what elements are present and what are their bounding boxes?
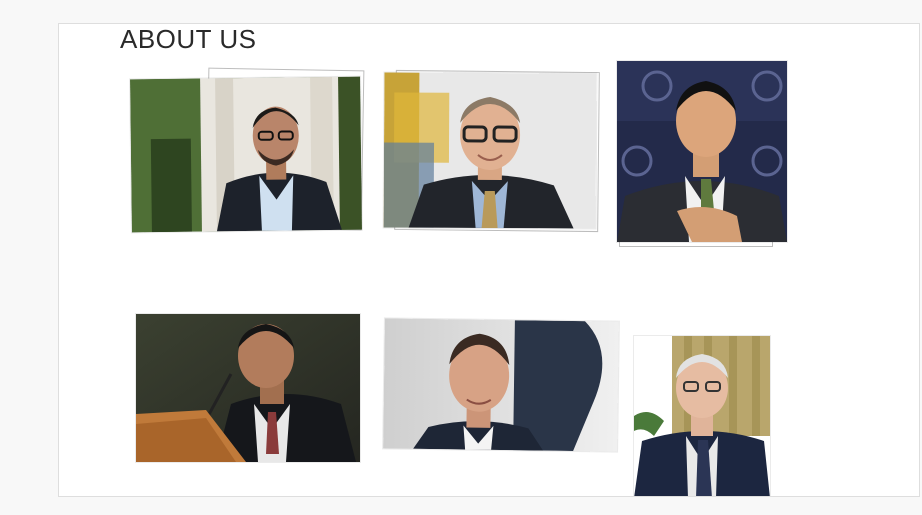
person-photo-5	[383, 318, 619, 452]
person-photo-4	[136, 314, 360, 462]
person-photo-2	[383, 72, 597, 229]
person-photo-icon	[383, 318, 619, 452]
person-photo-icon	[130, 76, 362, 233]
person-photo-3	[617, 61, 787, 242]
person-photo-icon	[383, 72, 597, 229]
page-title: ABOUT US	[120, 24, 257, 54]
person-photo-icon	[136, 314, 360, 462]
person-photo-6	[634, 336, 770, 496]
person-photo-1	[130, 76, 362, 233]
about-us-section: ABOUT US	[58, 23, 920, 497]
person-photo-icon	[634, 336, 770, 496]
person-photo-icon	[617, 61, 787, 242]
